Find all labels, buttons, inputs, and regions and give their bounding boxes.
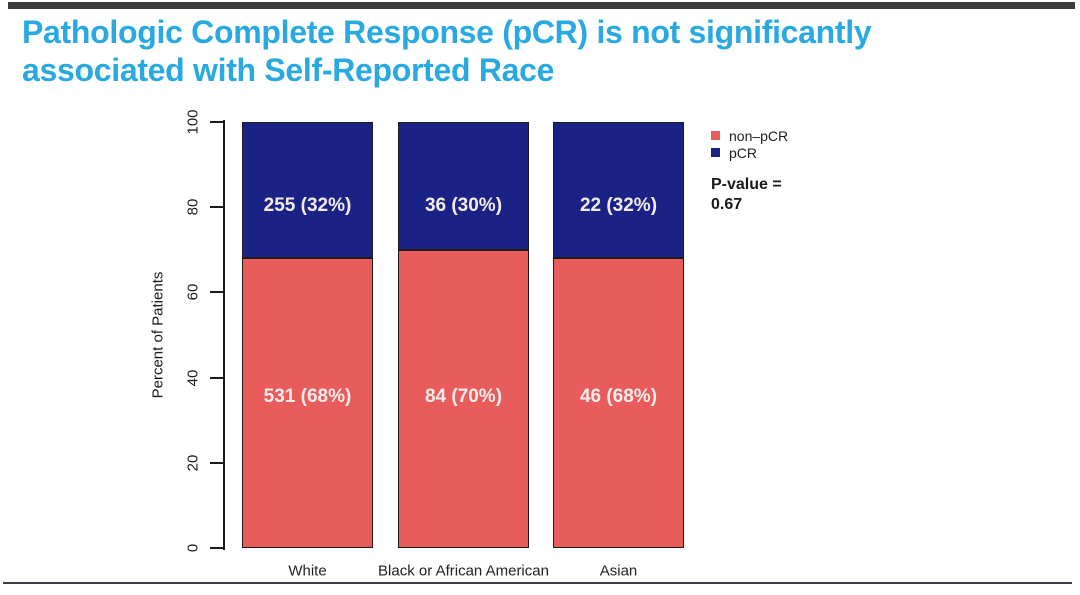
segment-label-pcr: 22 (32%) (579, 195, 658, 216)
bar-white: 255 (32%) 531 (68%) (242, 122, 373, 548)
segment-pcr (398, 122, 529, 250)
y-tick-label: 40 (184, 369, 202, 386)
legend-swatch-pcr (711, 148, 720, 157)
top-divider (8, 2, 1075, 9)
segment-non-pcr (553, 258, 684, 548)
y-tick-label: 100 (184, 109, 202, 135)
y-tick-mark (210, 206, 224, 209)
y-tick-label: 80 (184, 198, 202, 216)
title-line-2: associated with Self-Reported Race (22, 52, 555, 88)
legend: non–pCR pCR (711, 127, 788, 161)
page-title: Pathologic Complete Response (pCR) is no… (22, 13, 872, 89)
p-value-label: P-value = (711, 176, 782, 193)
y-tick-mark (210, 547, 224, 549)
y-tick-mark (210, 291, 224, 294)
segment-label-pcr: 255 (32%) (263, 195, 352, 216)
segment-label-non-pcr: 84 (70%) (424, 386, 503, 407)
legend-swatch-non-pcr (711, 131, 720, 140)
bar-black-or-african-american: 36 (30%) 84 (70%) (398, 122, 529, 548)
y-tick-label: 0 (184, 543, 202, 553)
segment-label-pcr: 36 (30%) (424, 195, 503, 216)
p-value-annotation: P-value = 0.67 (711, 175, 782, 215)
y-tick-label: 20 (184, 454, 202, 472)
y-axis-line (223, 120, 225, 550)
x-axis-category-label-asian: Asian (599, 562, 638, 580)
legend-label-pcr: pCR (729, 144, 758, 161)
bar-asian: 22 (32%) 46 (68%) (553, 122, 684, 548)
segment-non-pcr (242, 258, 373, 548)
segment-non-pcr (398, 249, 529, 548)
title-line-1: Pathologic Complete Response (pCR) is no… (22, 14, 872, 50)
legend-item-non-pcr: non–pCR (711, 127, 788, 144)
y-tick-mark (210, 461, 224, 464)
segment-pcr (553, 122, 684, 259)
bottom-divider (3, 582, 1072, 584)
segment-label-non-pcr: 46 (68%) (579, 386, 658, 407)
segment-label-non-pcr: 531 (68%) (263, 386, 352, 407)
segment-pcr (242, 122, 373, 259)
y-axis-label: Percent of Patients (149, 271, 167, 399)
y-tick-mark (210, 121, 224, 123)
y-tick-label: 60 (184, 284, 202, 301)
x-axis-category-label-white: White (288, 562, 327, 580)
y-tick-mark (210, 376, 224, 379)
p-value-number: 0.67 (711, 196, 743, 213)
legend-item-pcr: pCR (711, 144, 788, 161)
legend-label-non-pcr: non–pCR (729, 127, 789, 144)
x-axis-category-label-black-or-african-american: Black or African American (378, 562, 549, 580)
